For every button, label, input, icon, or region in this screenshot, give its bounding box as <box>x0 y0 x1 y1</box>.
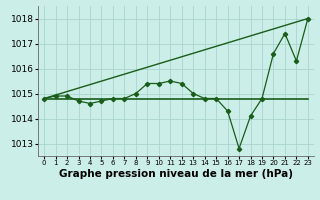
X-axis label: Graphe pression niveau de la mer (hPa): Graphe pression niveau de la mer (hPa) <box>59 169 293 179</box>
